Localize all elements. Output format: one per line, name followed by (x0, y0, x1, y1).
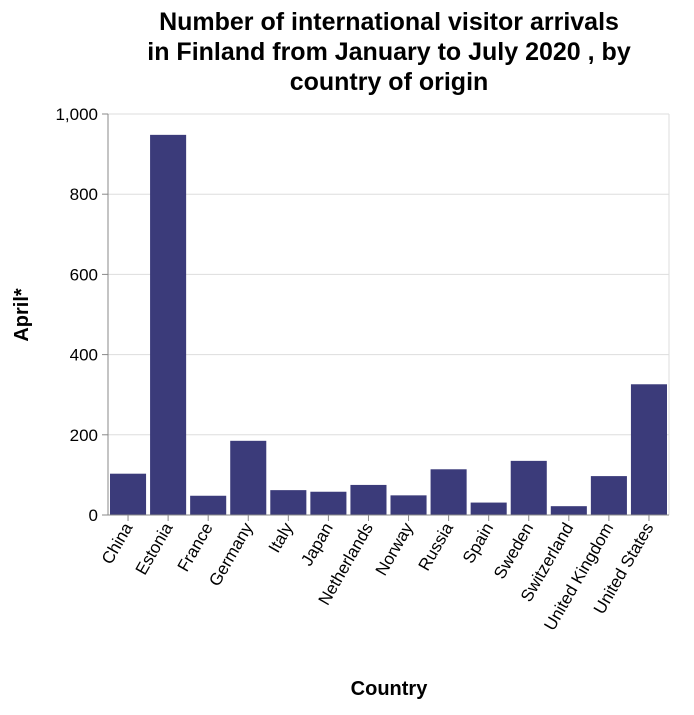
x-tick-label: Norway (372, 519, 418, 579)
y-tick-label: 0 (89, 506, 98, 525)
y-axis-title: April* (11, 288, 33, 342)
bar-russia (430, 469, 467, 515)
chart-title: Number of international visitor arrivals… (147, 8, 631, 96)
x-tick-label: Japan (297, 520, 337, 570)
x-tick-label: Russia (415, 519, 458, 574)
bar-spain (470, 502, 507, 515)
bar-china (110, 473, 147, 515)
bar-switzerland (550, 506, 587, 515)
x-tick-label: Spain (459, 520, 497, 567)
x-tick-label: China (98, 519, 137, 567)
bar-estonia (150, 134, 187, 516)
chart-title-line-2: in Finland from January to July 2020 , b… (147, 38, 631, 66)
x-tick-label: Italy (265, 519, 297, 556)
bars (110, 134, 667, 516)
bar-sweden (510, 460, 547, 515)
bar-netherlands (350, 484, 387, 515)
bar-norway (390, 495, 427, 515)
axes (107, 114, 669, 516)
bar-united-states (630, 384, 667, 515)
y-tick-label: 600 (70, 265, 98, 284)
y-axis-ticks: 0 200 400 600 800 1,000 (55, 105, 108, 525)
bar-france (190, 495, 227, 515)
y-tick-label: 200 (70, 426, 98, 445)
chart-title-line-3: country of origin (290, 68, 489, 96)
bar-germany (230, 440, 267, 515)
chart-title-line-1: Number of international visitor arrivals (159, 8, 619, 36)
bar-italy (270, 490, 307, 515)
gridlines (108, 113, 670, 516)
bar-japan (310, 491, 347, 515)
y-tick-label: 400 (70, 346, 98, 365)
x-tick-label: Estonia (132, 519, 177, 578)
y-tick-label: 1,000 (55, 105, 98, 124)
x-tick-label: France (174, 520, 217, 575)
bar-united-kingdom (590, 476, 627, 515)
y-tick-label: 800 (70, 185, 98, 204)
x-axis-title: Country (351, 678, 429, 700)
